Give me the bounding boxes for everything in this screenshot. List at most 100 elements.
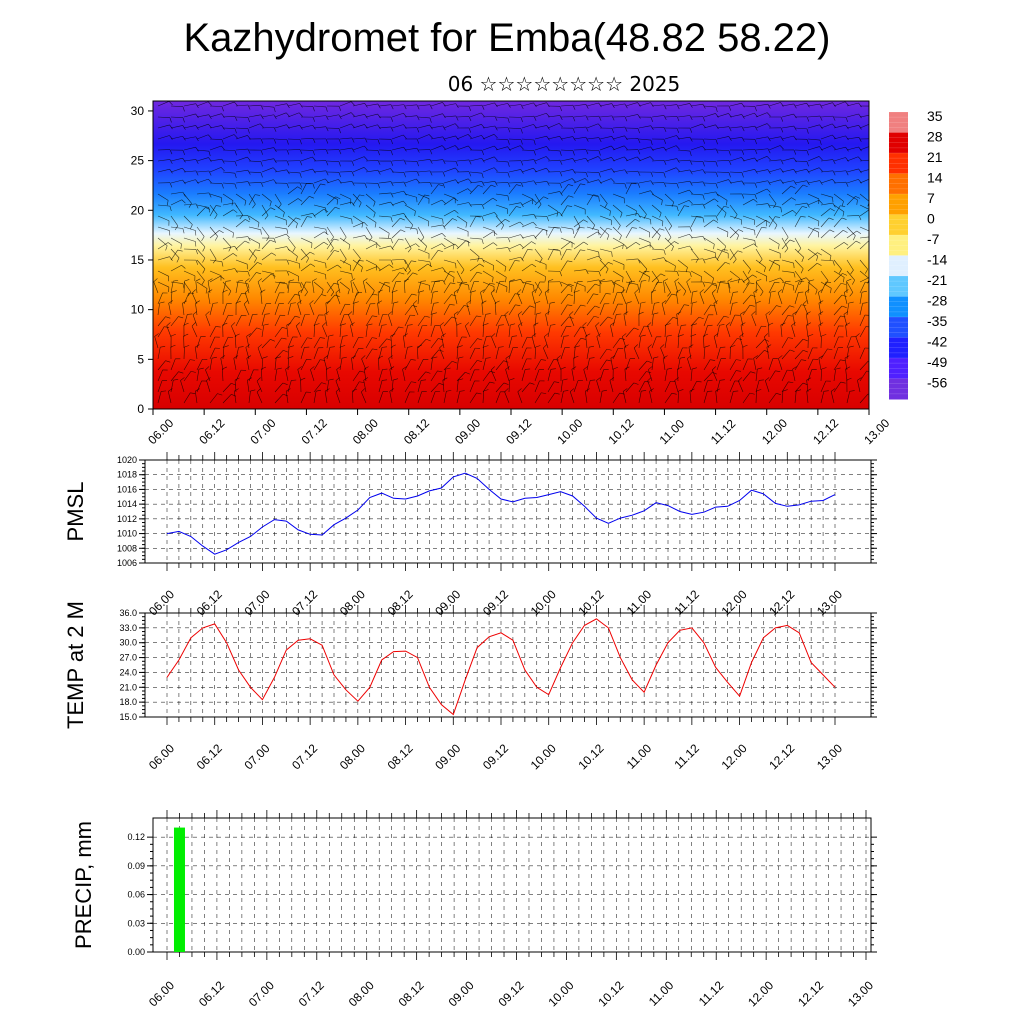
wind-barb-flag [233, 355, 239, 359]
wind-barb [664, 293, 672, 305]
wind-barb-flag [598, 150, 601, 156]
wind-barb [170, 125, 183, 129]
wind-barb [157, 292, 163, 305]
wind-barb-flag [849, 390, 855, 392]
wind-barb-flag [244, 240, 250, 244]
wind-barb-flag [286, 283, 289, 289]
wind-barb-flag [702, 258, 706, 264]
wind-barb-flag [310, 366, 315, 370]
wind-barb-flag [583, 241, 589, 245]
wind-barb-flag [234, 388, 239, 392]
wind-barb [583, 369, 588, 382]
wind-barb-flag [580, 304, 586, 307]
wind-barb-flag [768, 322, 774, 326]
wind-barb [742, 226, 755, 231]
wind-barb [222, 337, 229, 349]
wind-barb [365, 259, 377, 266]
wind-barb-flag [234, 150, 237, 156]
wind-barb [674, 281, 679, 294]
wind-barb-flag [872, 169, 875, 173]
wind-barb-flag [856, 230, 862, 235]
wind-barb-flag [413, 300, 418, 305]
wind-barb [482, 381, 490, 393]
wind-barb-flag [247, 156, 251, 162]
wind-barb-flag [270, 207, 276, 211]
wind-barb-flag [256, 272, 262, 275]
wind-barb-flag [325, 115, 329, 121]
colorbar-label: 35 [927, 108, 943, 124]
wind-barb [585, 336, 588, 349]
wind-barb [430, 358, 433, 371]
wind-barb [362, 281, 367, 294]
wind-barb-flag [286, 233, 290, 239]
wind-barb-flag [520, 104, 524, 110]
wind-barb [859, 236, 869, 239]
wind-barb-flag [678, 334, 684, 337]
wind-barb [612, 281, 616, 294]
wind-barb-flag [741, 193, 745, 199]
wind-barb [638, 146, 651, 151]
wind-barb [792, 314, 796, 327]
wind-barb [820, 123, 833, 129]
wind-barb-flag [684, 205, 690, 207]
wind-barb [833, 181, 846, 184]
wind-barb-flag [715, 215, 719, 221]
colorbar-swatch [889, 173, 908, 195]
wind-barb [363, 380, 367, 393]
wind-barb-flag [184, 279, 190, 282]
wind-barb [560, 195, 569, 206]
wind-barb [638, 237, 651, 243]
wind-barb-flag [328, 334, 334, 337]
x-tick-label: 06.12 [194, 587, 225, 618]
temperature-field [153, 101, 869, 409]
wind-barb [610, 325, 614, 338]
wind-barb [248, 327, 258, 338]
wind-barb [196, 192, 209, 195]
wind-barb [729, 270, 740, 279]
wind-barb-flag [715, 256, 719, 262]
wind-barb-flag [832, 260, 835, 266]
x-tick-label: 12.00 [719, 587, 750, 618]
wind-barb-flag [294, 315, 300, 318]
wind-barb-flag [312, 106, 315, 112]
wind-barb [508, 138, 521, 141]
wind-barb [443, 361, 453, 371]
wind-barb [482, 181, 495, 184]
wind-barb [482, 145, 495, 151]
wind-barb [534, 380, 540, 393]
wind-barb [194, 391, 198, 404]
x-tick-label: 08.00 [346, 978, 377, 1009]
wind-barb-flag [685, 267, 688, 273]
wind-barb-flag [790, 185, 796, 189]
wind-barb-flag [247, 377, 252, 381]
wind-barb [261, 226, 270, 237]
wind-barb-flag [633, 344, 638, 349]
wind-barb [833, 315, 841, 327]
wind-barb [313, 281, 324, 290]
wind-barb-flag [741, 172, 744, 178]
wind-barb [482, 115, 495, 118]
wind-barb-flag [626, 301, 632, 304]
wind-barb-flag [351, 218, 353, 224]
wind-barb [170, 292, 173, 305]
wind-barb-flag [205, 207, 211, 210]
x-tick-label: 10.12 [606, 416, 637, 447]
wind-barb-flag [520, 160, 524, 166]
wind-barb-flag [597, 231, 602, 236]
wind-barb-flag [742, 344, 748, 348]
wind-barb-flag [872, 139, 874, 144]
wind-barb-flag [416, 138, 420, 144]
wind-barb [443, 135, 456, 140]
wind-barb [508, 304, 516, 316]
wind-barb-flag [208, 101, 212, 106]
wind-barb [183, 281, 192, 293]
wind-barb-flag [361, 388, 366, 393]
wind-barb [508, 347, 514, 360]
wind-barb-flag [653, 356, 659, 359]
wind-barb [521, 347, 527, 360]
wind-barb-flag [572, 169, 576, 174]
wind-barb-flag [583, 366, 588, 370]
wind-barb-flag [754, 194, 757, 200]
wind-barb [430, 136, 443, 140]
